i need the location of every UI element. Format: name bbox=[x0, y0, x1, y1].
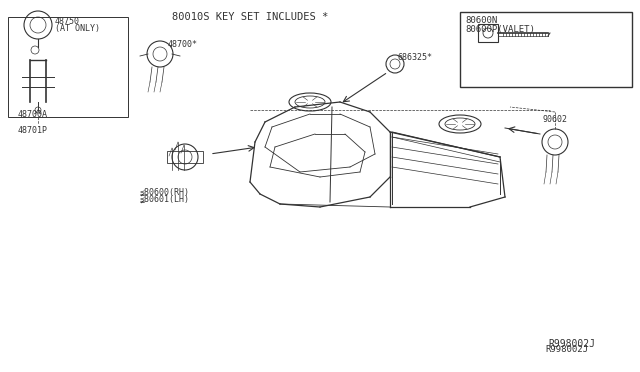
Text: 686325*: 686325* bbox=[398, 52, 433, 61]
Text: R998002J: R998002J bbox=[545, 346, 588, 355]
Text: 48700A: 48700A bbox=[18, 109, 48, 119]
Text: (AT ONLY): (AT ONLY) bbox=[55, 23, 100, 32]
Text: ≨80600(RH): ≨80600(RH) bbox=[140, 187, 190, 196]
Text: R998002J: R998002J bbox=[548, 339, 595, 349]
Text: ≨80601(LH): ≨80601(LH) bbox=[140, 195, 190, 203]
Text: 80600N: 80600N bbox=[465, 16, 497, 25]
Bar bbox=[167, 151, 203, 163]
Bar bbox=[8, 17, 128, 117]
Text: 48701P: 48701P bbox=[18, 125, 48, 135]
Text: 48750: 48750 bbox=[55, 16, 80, 26]
Bar bbox=[478, 24, 498, 42]
Text: 90602: 90602 bbox=[543, 115, 568, 124]
Text: 80600P(VALET): 80600P(VALET) bbox=[465, 25, 535, 33]
Bar bbox=[460, 12, 632, 87]
Text: 48700*: 48700* bbox=[168, 39, 198, 48]
Text: 80010S KEY SET INCLUDES *: 80010S KEY SET INCLUDES * bbox=[172, 12, 328, 22]
